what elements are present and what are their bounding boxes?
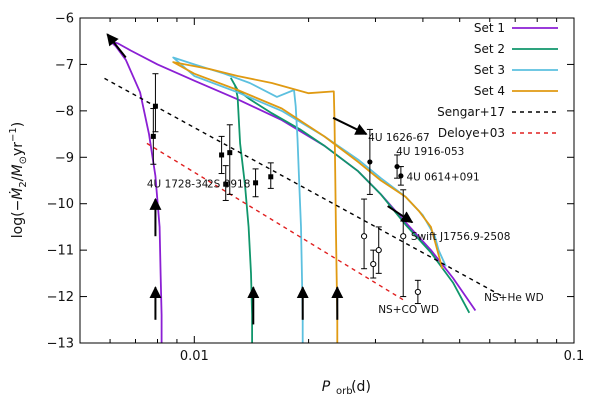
observation-point	[150, 108, 157, 165]
square-marker	[223, 181, 229, 187]
y-tick-label: −8	[55, 104, 74, 119]
evolution-arrow	[387, 205, 414, 224]
series-line-deloye-03	[146, 142, 406, 302]
observation-point	[400, 189, 407, 298]
observation-point	[267, 162, 274, 189]
series-line-set-3	[172, 56, 447, 343]
annotation-4u-1728-34: 4U 1728-34	[147, 178, 209, 190]
y-axis-title: log(−Ṁ2/M⊙yr−1)	[8, 122, 29, 238]
square-marker	[253, 180, 259, 186]
observation-point	[397, 166, 404, 186]
svg-text:log(−Ṁ2/M⊙yr−1): log(−Ṁ2/M⊙yr−1)	[8, 122, 29, 238]
y-tick-label: −12	[47, 290, 74, 305]
square-marker	[219, 152, 225, 158]
legend-entry-set-3: Set 3	[474, 63, 558, 77]
legend-label: Set 4	[474, 84, 505, 98]
observation-point	[222, 165, 229, 201]
annotation-ns-he-wd: NS+He WD	[484, 292, 543, 304]
legend-entry-set-2: Set 2	[474, 42, 558, 56]
y-tick-label: −7	[55, 58, 74, 73]
observation-point	[414, 279, 421, 305]
observation-point	[370, 249, 377, 279]
y-axis-ticks: −6 −7 −8 −9 −10 −11 −12 −13	[47, 12, 574, 352]
legend-label: Set 1	[474, 21, 505, 35]
circle-marker	[394, 163, 400, 170]
square-marker	[150, 133, 156, 139]
open-circle-marker	[360, 233, 368, 240]
x-tick-label: 0.01	[180, 349, 209, 364]
arrows-layer	[106, 33, 414, 325]
annotation-2s-0918: 2S 0918	[207, 178, 250, 190]
svg-text:P: P	[322, 379, 331, 395]
square-marker	[268, 174, 274, 180]
series-line-set-1	[109, 40, 477, 343]
legend-entry-set-1: Set 1	[474, 21, 558, 35]
open-circle-marker	[370, 260, 377, 268]
circle-marker	[398, 173, 404, 179]
annotation-4u-0614-091: 4U 0614+091	[406, 172, 479, 184]
annotation-4u-1626-67: 4U 1626-67	[368, 132, 430, 144]
legend-label: Set 2	[474, 42, 505, 56]
observation-point	[394, 154, 401, 179]
observations-layer	[150, 73, 421, 305]
x-axis-title: P orb (d)	[322, 379, 371, 397]
series-layer	[104, 40, 504, 343]
evolution-arrow	[332, 116, 368, 135]
x-axis-ticks: 0.01 0.1	[79, 18, 585, 364]
y-tick-label: −9	[55, 151, 74, 166]
observation-point	[252, 168, 259, 198]
y-tick-label: −6	[55, 12, 74, 27]
y-tick-label: −13	[47, 337, 74, 352]
evolution-arrow	[106, 33, 127, 59]
y-tick-label: −10	[47, 197, 74, 212]
annotation-4u-1916-053: 4U 1916-053	[396, 146, 464, 158]
observation-point	[360, 198, 368, 270]
square-marker	[152, 103, 158, 109]
circle-marker	[367, 159, 373, 165]
series-line-sengar-17	[104, 77, 504, 298]
square-marker	[227, 150, 233, 156]
annotation-ns-co-wd: NS+CO WD	[378, 304, 439, 316]
legend-entry-sengar-17: Sengar+17	[437, 105, 558, 119]
legend-entry-set-4: Set 4	[474, 84, 558, 98]
open-circle-marker	[400, 233, 407, 240]
legend-label: Sengar+17	[437, 105, 505, 119]
observation-point	[218, 135, 225, 175]
svg-text:orb: orb	[336, 386, 353, 397]
y-tick-label: −11	[47, 244, 74, 259]
legend: Set 1 Set 2 Set 3 Set 4 Sengar+17 Deloye+03	[437, 21, 558, 140]
plot-frame	[79, 17, 575, 344]
open-circle-marker	[375, 247, 382, 254]
open-circle-marker	[414, 288, 421, 296]
series-line-set-4	[172, 61, 444, 343]
observation-point	[375, 226, 382, 274]
observation-point	[366, 128, 373, 195]
annotation-swift-j1756-9-2508: Swift J1756.9-2508	[411, 231, 510, 243]
legend-entry-deloye-03: Deloye+03	[438, 126, 558, 140]
legend-label: Deloye+03	[438, 126, 505, 140]
observation-point	[226, 124, 233, 195]
x-tick-label: 0.1	[564, 349, 585, 364]
legend-label: Set 3	[474, 63, 505, 77]
svg-text:(d): (d)	[351, 379, 371, 395]
